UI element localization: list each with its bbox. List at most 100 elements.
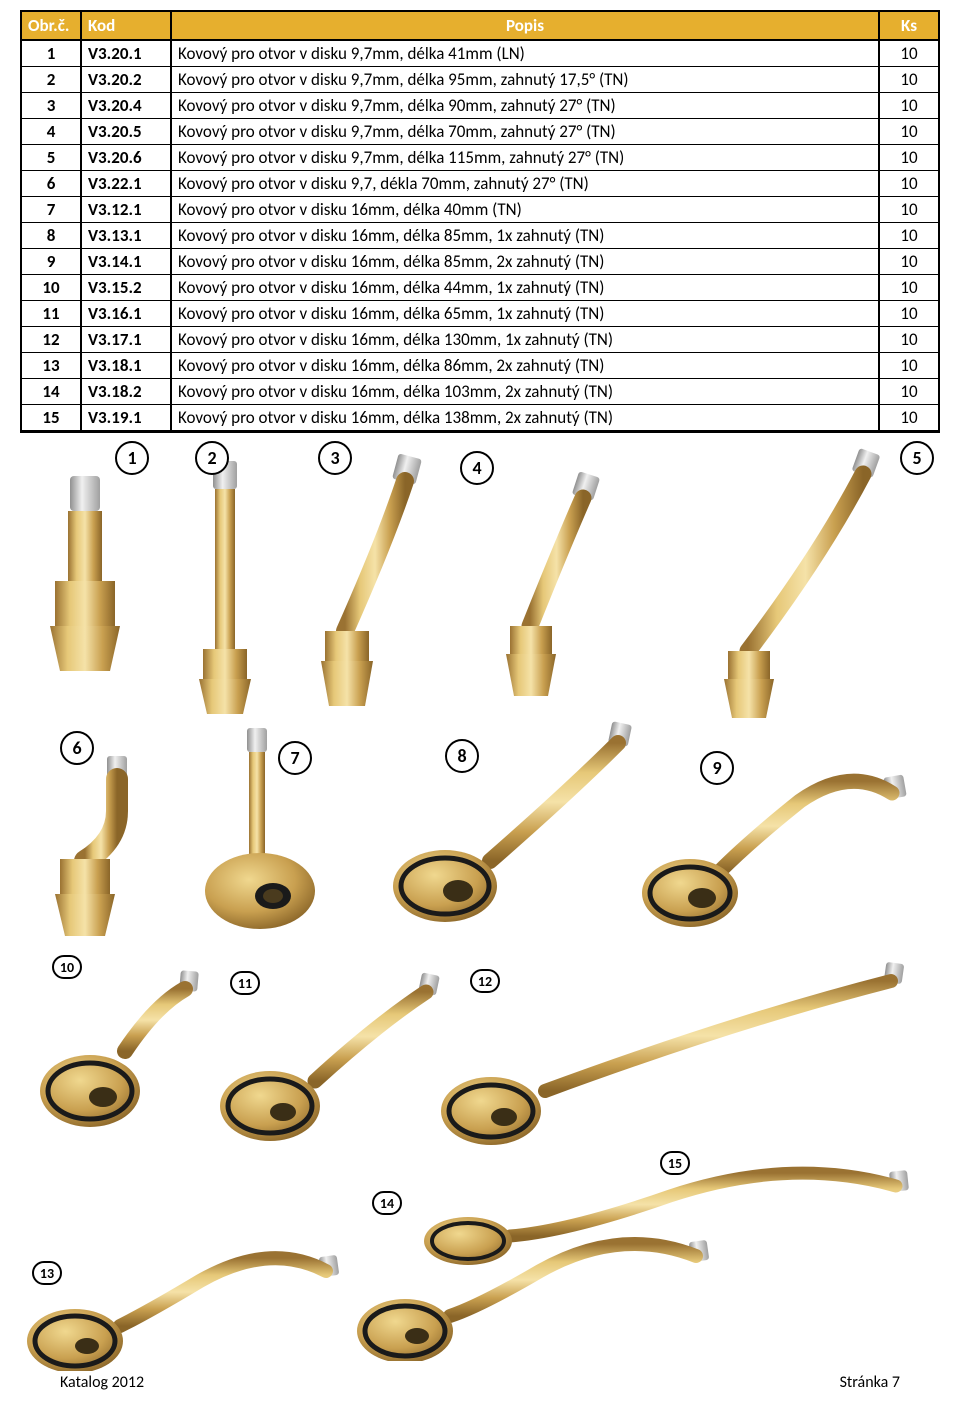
valve-img-1 xyxy=(40,461,130,691)
cell-popis: Kovový pro otvor v disku 16mm, délka 86m… xyxy=(171,353,879,379)
cell-popis: Kovový pro otvor v disku 9,7mm, délka 90… xyxy=(171,93,879,119)
cell-num: 13 xyxy=(21,353,81,379)
table-row: 6V3.22.1Kovový pro otvor v disku 9,7, dé… xyxy=(21,171,939,197)
footer-right: Stránka 7 xyxy=(840,1373,900,1392)
cell-popis: Kovový pro otvor v disku 9,7, dékla 70mm… xyxy=(171,171,879,197)
cell-popis: Kovový pro otvor v disku 9,7mm, délka 95… xyxy=(171,67,879,93)
valve-img-7 xyxy=(195,726,345,936)
table-row: 5V3.20.6Kovový pro otvor v disku 9,7mm, … xyxy=(21,145,939,171)
cell-ks: 10 xyxy=(879,327,939,353)
image-label-12: 12 xyxy=(470,969,500,993)
table-row: 13V3.18.1Kovový pro otvor v disku 16mm, … xyxy=(21,353,939,379)
cell-kod: V3.18.2 xyxy=(81,379,171,405)
cell-num: 4 xyxy=(21,119,81,145)
cell-kod: V3.14.1 xyxy=(81,249,171,275)
valve-table: Obr.č. Kod Popis Ks 1V3.20.1Kovový pro o… xyxy=(20,10,940,433)
cell-ks: 10 xyxy=(879,379,939,405)
cell-kod: V3.20.6 xyxy=(81,145,171,171)
cell-num: 9 xyxy=(21,249,81,275)
image-label-2: 2 xyxy=(195,441,229,475)
cell-num: 15 xyxy=(21,405,81,432)
table-row: 11V3.16.1Kovový pro otvor v disku 16mm, … xyxy=(21,301,939,327)
product-images-area: 123456789101112131415 xyxy=(20,441,940,1341)
image-label-8: 8 xyxy=(445,739,479,773)
col-header-num: Obr.č. xyxy=(21,11,81,40)
cell-ks: 10 xyxy=(879,145,939,171)
cell-kod: V3.12.1 xyxy=(81,197,171,223)
valve-img-8 xyxy=(390,721,670,931)
cell-num: 12 xyxy=(21,327,81,353)
col-header-ks: Ks xyxy=(879,11,939,40)
cell-popis: Kovový pro otvor v disku 16mm, délka 44m… xyxy=(171,275,879,301)
cell-ks: 10 xyxy=(879,275,939,301)
cell-num: 8 xyxy=(21,223,81,249)
table-row: 9V3.14.1Kovový pro otvor v disku 16mm, d… xyxy=(21,249,939,275)
table-row: 12V3.17.1Kovový pro otvor v disku 16mm, … xyxy=(21,327,939,353)
cell-kod: V3.19.1 xyxy=(81,405,171,432)
cell-num: 11 xyxy=(21,301,81,327)
cell-ks: 10 xyxy=(879,197,939,223)
cell-popis: Kovový pro otvor v disku 16mm, délka 65m… xyxy=(171,301,879,327)
cell-ks: 10 xyxy=(879,40,939,67)
table-row: 8V3.13.1Kovový pro otvor v disku 16mm, d… xyxy=(21,223,939,249)
image-label-7: 7 xyxy=(278,741,312,775)
col-header-popis: Popis xyxy=(171,11,879,40)
cell-ks: 10 xyxy=(879,405,939,432)
image-label-10: 10 xyxy=(52,955,82,979)
cell-ks: 10 xyxy=(879,353,939,379)
page-footer: Katalog 2012 Stránka 7 xyxy=(0,1373,960,1392)
valve-img-3 xyxy=(295,451,455,716)
cell-num: 3 xyxy=(21,93,81,119)
image-label-6: 6 xyxy=(60,731,94,765)
image-label-5: 5 xyxy=(900,441,934,475)
cell-kod: V3.22.1 xyxy=(81,171,171,197)
table-row: 1V3.20.1Kovový pro otvor v disku 9,7mm, … xyxy=(21,40,939,67)
table-row: 4V3.20.5Kovový pro otvor v disku 9,7mm, … xyxy=(21,119,939,145)
cell-kod: V3.16.1 xyxy=(81,301,171,327)
image-label-15: 15 xyxy=(660,1151,690,1175)
valve-img-13 xyxy=(20,1201,380,1371)
cell-num: 1 xyxy=(21,40,81,67)
table-row: 7V3.12.1Kovový pro otvor v disku 16mm, d… xyxy=(21,197,939,223)
valve-img-4 xyxy=(480,466,630,711)
image-label-13: 13 xyxy=(32,1261,62,1285)
table-header-row: Obr.č. Kod Popis Ks xyxy=(21,11,939,40)
cell-ks: 10 xyxy=(879,249,939,275)
table-row: 2V3.20.2Kovový pro otvor v disku 9,7mm, … xyxy=(21,67,939,93)
table-row: 14V3.18.2Kovový pro otvor v disku 16mm, … xyxy=(21,379,939,405)
cell-kod: V3.17.1 xyxy=(81,327,171,353)
cell-popis: Kovový pro otvor v disku 16mm, délka 40m… xyxy=(171,197,879,223)
cell-ks: 10 xyxy=(879,93,939,119)
valve-img-9 xyxy=(640,721,940,941)
table-row: 15V3.19.1Kovový pro otvor v disku 16mm, … xyxy=(21,405,939,432)
table-row: 3V3.20.4Kovový pro otvor v disku 9,7mm, … xyxy=(21,93,939,119)
cell-kod: V3.13.1 xyxy=(81,223,171,249)
cell-num: 5 xyxy=(21,145,81,171)
valve-img-6 xyxy=(35,751,175,951)
cell-ks: 10 xyxy=(879,67,939,93)
cell-ks: 10 xyxy=(879,223,939,249)
cell-kod: V3.20.4 xyxy=(81,93,171,119)
cell-ks: 10 xyxy=(879,171,939,197)
cell-kod: V3.20.5 xyxy=(81,119,171,145)
col-header-kod: Kod xyxy=(81,11,171,40)
cell-popis: Kovový pro otvor v disku 9,7mm, délka 11… xyxy=(171,145,879,171)
cell-popis: Kovový pro otvor v disku 9,7mm, délka 70… xyxy=(171,119,879,145)
cell-popis: Kovový pro otvor v disku 16mm, délka 85m… xyxy=(171,249,879,275)
cell-num: 2 xyxy=(21,67,81,93)
cell-num: 14 xyxy=(21,379,81,405)
image-label-11: 11 xyxy=(230,971,260,995)
cell-popis: Kovový pro otvor v disku 9,7mm, délka 41… xyxy=(171,40,879,67)
valve-img-10 xyxy=(35,951,225,1141)
cell-ks: 10 xyxy=(879,119,939,145)
image-label-14: 14 xyxy=(372,1191,402,1215)
cell-popis: Kovový pro otvor v disku 16mm, délka 130… xyxy=(171,327,879,353)
table-row: 10V3.15.2Kovový pro otvor v disku 16mm, … xyxy=(21,275,939,301)
valve-img-2 xyxy=(185,456,265,716)
image-label-1: 1 xyxy=(115,441,149,475)
cell-kod: V3.15.2 xyxy=(81,275,171,301)
cell-ks: 10 xyxy=(879,301,939,327)
cell-num: 10 xyxy=(21,275,81,301)
image-label-9: 9 xyxy=(700,751,734,785)
valve-img-12 xyxy=(435,951,935,1151)
